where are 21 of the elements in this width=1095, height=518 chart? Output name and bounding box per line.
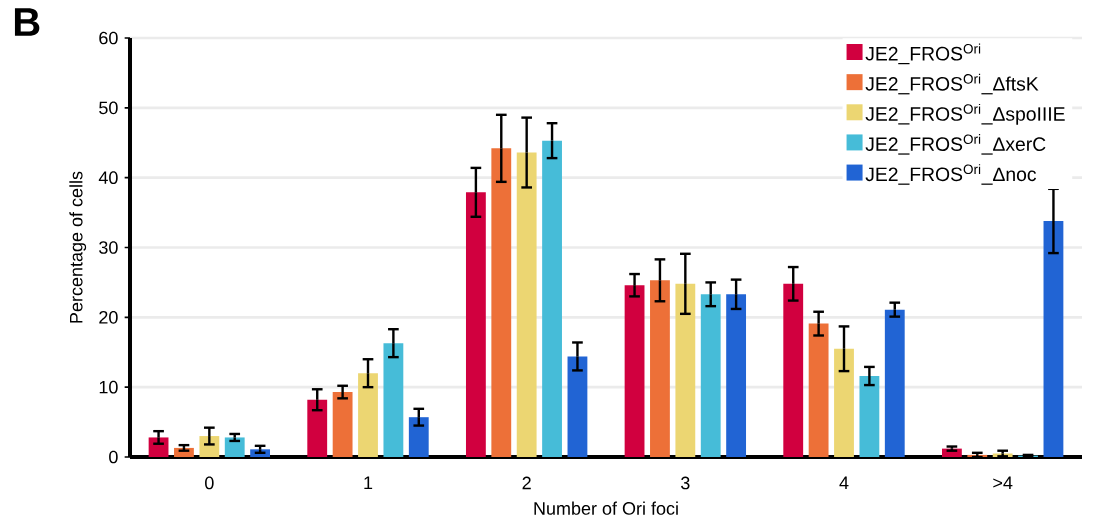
x-tick-label: 3 (681, 476, 690, 490)
x-tick-label: 4 (839, 476, 849, 489)
x-axis-title: Number of Ori foci (534, 501, 678, 515)
y-tick-label: 30 (99, 241, 118, 254)
legend-label: JE2_FROS$^{Ori}$_ΔxerC (865, 134, 1046, 155)
y-tick-label: 10 (99, 380, 118, 394)
legend-label: JE2_FROS$^{Ori}$ (865, 43, 981, 65)
y-tick-label: 60 (99, 31, 118, 45)
legend-label: JE2_FROS$^{Ori}$_Δnoc (865, 164, 1037, 185)
x-tick-label: 2 (522, 476, 531, 490)
x-tick-label: 0 (205, 476, 214, 490)
y-tick-label: 20 (99, 310, 118, 324)
y-tick-label: 50 (99, 101, 118, 115)
legend-label: JE2_FROS$^{Ori}$_ΔspoIIIE (865, 103, 1065, 125)
text: B (14, 8, 40, 36)
x-tick-label: 1 (364, 476, 373, 489)
y-tick-label: 40 (98, 171, 118, 185)
y-axis-title: Percentage of cells (69, 171, 87, 323)
legend-label: JE2_FROS$^{Ori}$_ΔftsK (865, 73, 1039, 95)
y-tick-label: 0 (109, 450, 118, 464)
x-tick-label: >4 (993, 476, 1013, 489)
